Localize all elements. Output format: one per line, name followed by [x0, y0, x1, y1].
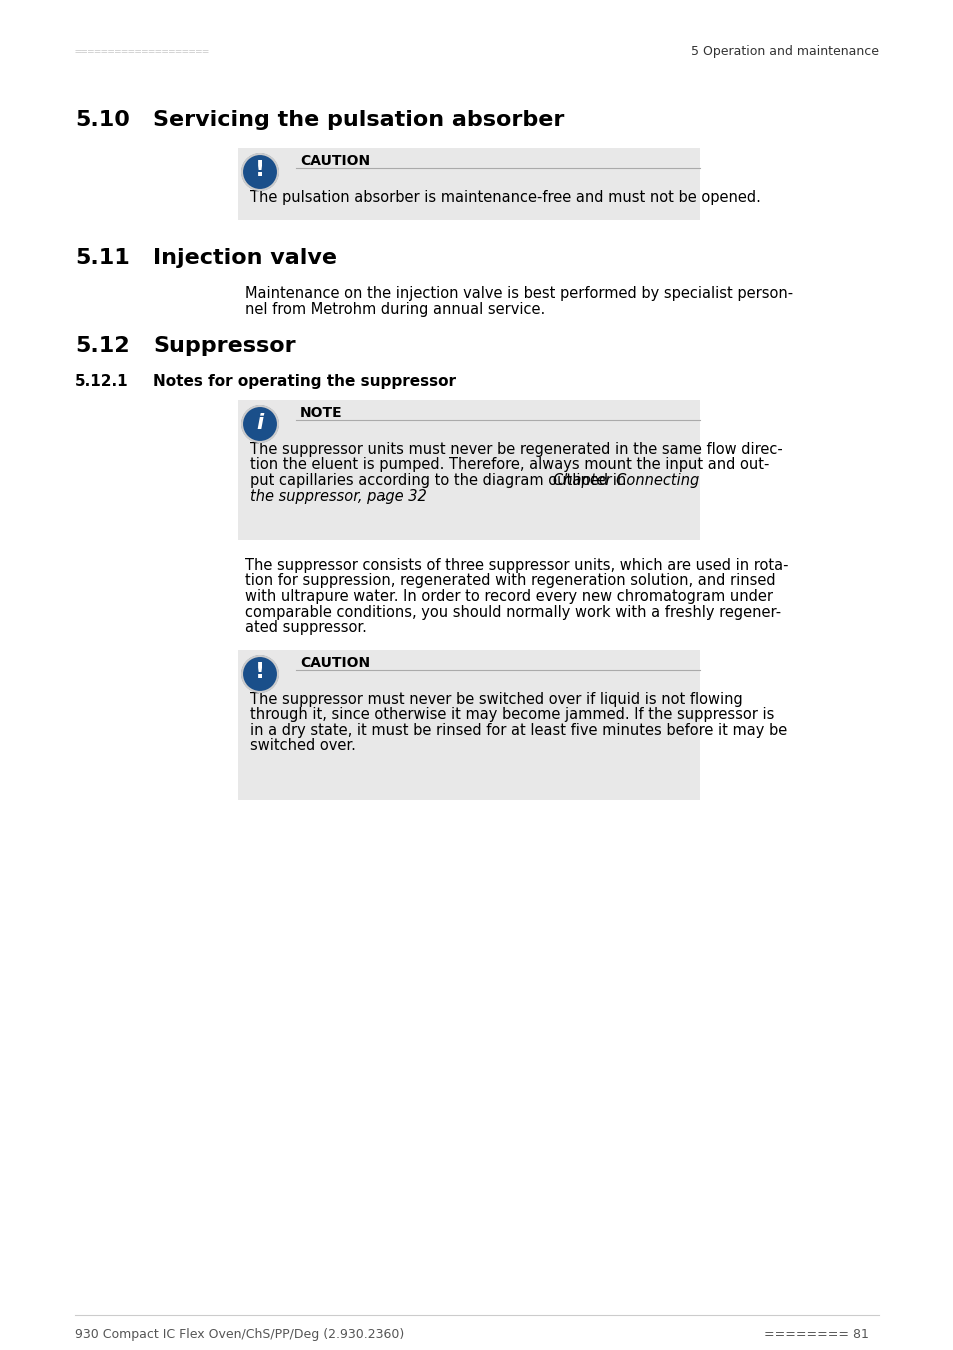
Text: Servicing the pulsation absorber: Servicing the pulsation absorber: [152, 109, 564, 130]
Text: in a dry state, it must be rinsed for at least five minutes before it may be: in a dry state, it must be rinsed for at…: [250, 724, 786, 738]
Text: The suppressor units must never be regenerated in the same flow direc-: The suppressor units must never be regen…: [250, 441, 781, 458]
Text: The pulsation absorber is maintenance-free and must not be opened.: The pulsation absorber is maintenance-fr…: [250, 190, 760, 205]
Text: CAUTION: CAUTION: [299, 656, 370, 670]
Text: comparable conditions, you should normally work with a freshly regener-: comparable conditions, you should normal…: [245, 605, 781, 620]
Text: 5.10: 5.10: [75, 109, 130, 130]
Text: Notes for operating the suppressor: Notes for operating the suppressor: [152, 374, 456, 389]
Text: tion for suppression, regenerated with regeneration solution, and rinsed: tion for suppression, regenerated with r…: [245, 574, 775, 589]
Text: ated suppressor.: ated suppressor.: [245, 620, 367, 634]
Text: 5.12: 5.12: [75, 336, 130, 356]
FancyBboxPatch shape: [237, 649, 700, 801]
Circle shape: [242, 406, 277, 441]
Text: 930 Compact IC Flex Oven/ChS/PP/Deg (2.930.2360): 930 Compact IC Flex Oven/ChS/PP/Deg (2.9…: [75, 1328, 404, 1341]
Text: 5 Operation and maintenance: 5 Operation and maintenance: [690, 46, 878, 58]
Text: nel from Metrohm during annual service.: nel from Metrohm during annual service.: [245, 302, 545, 317]
Text: Chapter Connecting: Chapter Connecting: [553, 472, 699, 487]
Text: with ultrapure water. In order to record every new chromatogram under: with ultrapure water. In order to record…: [245, 589, 772, 603]
Text: 5.12.1: 5.12.1: [75, 374, 129, 389]
Text: CAUTION: CAUTION: [299, 154, 370, 167]
Text: NOTE: NOTE: [299, 406, 342, 420]
Text: !: !: [254, 662, 265, 682]
Text: through it, since otherwise it may become jammed. If the suppressor is: through it, since otherwise it may becom…: [250, 707, 774, 722]
Circle shape: [242, 656, 277, 693]
Text: The suppressor must never be switched over if liquid is not flowing: The suppressor must never be switched ov…: [250, 693, 742, 707]
Text: 5.11: 5.11: [75, 248, 130, 269]
FancyBboxPatch shape: [237, 400, 700, 540]
Text: tion the eluent is pumped. Therefore, always mount the input and out-: tion the eluent is pumped. Therefore, al…: [250, 458, 768, 472]
Text: i: i: [256, 413, 263, 433]
Text: !: !: [254, 161, 265, 180]
Circle shape: [242, 154, 277, 190]
Text: put capillaries according to the diagram outlined in: put capillaries according to the diagram…: [250, 472, 630, 487]
Text: ====================: ====================: [75, 47, 210, 57]
Text: Suppressor: Suppressor: [152, 336, 295, 356]
FancyBboxPatch shape: [237, 148, 700, 220]
Text: ======== 81: ======== 81: [763, 1328, 868, 1341]
Text: .: .: [381, 489, 386, 504]
Text: The suppressor consists of three suppressor units, which are used in rota-: The suppressor consists of three suppres…: [245, 558, 788, 572]
Text: the suppressor, page 32: the suppressor, page 32: [250, 489, 426, 504]
Text: switched over.: switched over.: [250, 738, 355, 753]
Text: Injection valve: Injection valve: [152, 248, 336, 269]
Text: Maintenance on the injection valve is best performed by specialist person-: Maintenance on the injection valve is be…: [245, 286, 792, 301]
